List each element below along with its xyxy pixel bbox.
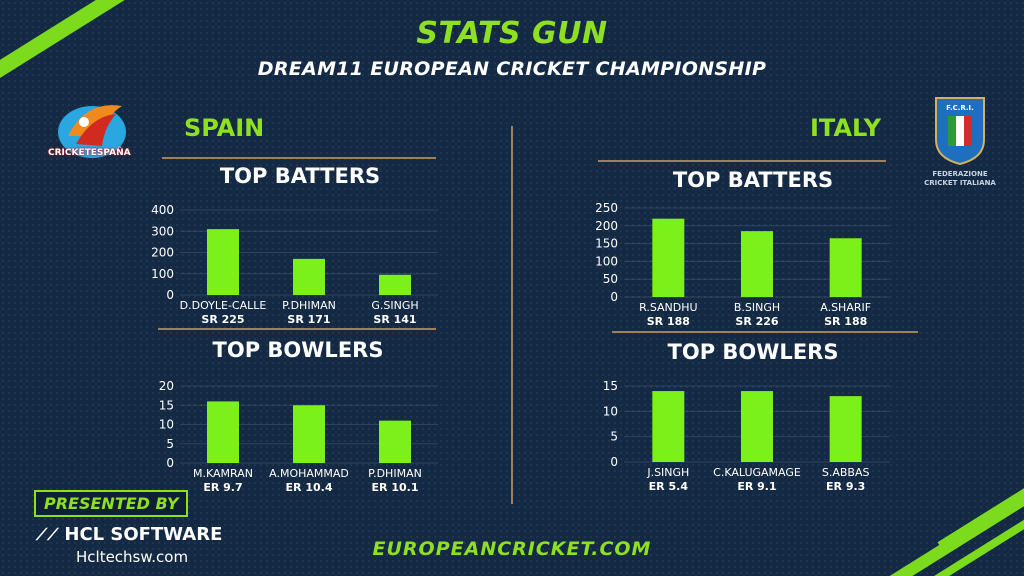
footer-url: EUROPEANCRICKET.COM: [372, 538, 652, 560]
x-category-label: S.ABBAS: [822, 466, 870, 479]
sponsor-name-text: HCL SOFTWARE: [64, 524, 223, 545]
x-category-label: P.DHIMAN: [368, 467, 422, 480]
x-sublabel: ER 10.1: [372, 481, 419, 494]
y-tick-label: 200: [151, 246, 174, 260]
bar: [207, 229, 239, 295]
x-category-label: D.DOYLE-CALLE: [180, 299, 267, 312]
divider-spain-top: [162, 157, 436, 159]
presented-by-label: PRESENTED BY: [34, 490, 189, 517]
section-title-italy-batters: TOP BATTERS: [672, 168, 834, 192]
fcri-logo-text-line-2: CRICKET ITALIANA: [924, 179, 996, 187]
y-tick-label: 250: [595, 201, 618, 215]
y-tick-label: 400: [151, 203, 174, 217]
team-name-spain: SPAIN: [184, 114, 265, 142]
y-tick-label: 200: [595, 219, 618, 233]
bar: [829, 238, 862, 297]
y-tick-label: 0: [610, 455, 618, 469]
y-tick-label: 100: [595, 254, 618, 268]
x-sublabel: SR 171: [287, 313, 330, 326]
bar: [829, 396, 862, 462]
cricket-espana-logo: [58, 105, 126, 158]
bar: [741, 391, 773, 462]
y-tick-label: 300: [151, 224, 174, 238]
bar: [293, 258, 325, 295]
page-title: STATS GUN: [416, 16, 608, 51]
y-tick-label: 0: [610, 290, 618, 304]
y-tick-label: 5: [166, 437, 174, 451]
cricket-espana-logo-text: CRICKETESPAÑA: [48, 148, 131, 158]
divider-spain-middle: [158, 328, 436, 330]
fcri-logo-text-line-1: FEDERAZIONE: [932, 170, 988, 178]
x-sublabel: ER 9.3: [826, 480, 865, 493]
x-category-label: C.KALUGAMAGE: [713, 466, 801, 479]
x-category-label: A.SHARIF: [820, 301, 871, 314]
x-category-label: G.SINGH: [371, 299, 418, 312]
y-tick-label: 100: [151, 267, 174, 281]
x-sublabel: SR 226: [735, 315, 779, 328]
y-tick-label: 15: [603, 379, 618, 393]
y-tick-label: 0: [166, 456, 174, 470]
y-tick-label: 50: [603, 272, 618, 286]
x-sublabel: SR 141: [373, 313, 416, 326]
x-category-label: B.SINGH: [734, 301, 780, 314]
x-sublabel: ER 9.7: [203, 481, 242, 494]
x-category-label: A.MOHAMMAD: [269, 467, 349, 480]
x-category-label: M.KAMRAN: [193, 467, 253, 480]
bar: [207, 401, 239, 463]
bar: [652, 391, 685, 462]
x-sublabel: SR 188: [824, 315, 867, 328]
bar: [293, 405, 325, 463]
y-tick-label: 5: [610, 430, 618, 444]
divider-italy-top: [598, 160, 886, 162]
y-tick-label: 10: [603, 404, 618, 418]
divider-italy-middle: [612, 331, 918, 333]
sponsor-name: ⟋⟋ HCL SOFTWARE: [36, 524, 222, 545]
section-title-spain-batters: TOP BATTERS: [219, 164, 381, 188]
y-tick-label: 20: [159, 379, 174, 393]
fcri-logo-text: FEDERAZIONE CRICKET ITALIANA: [912, 170, 1008, 188]
bar: [741, 231, 773, 297]
sponsor-site: Hcltechsw.com: [76, 548, 189, 566]
x-category-label: J.SINGH: [646, 466, 689, 479]
section-title-italy-bowlers: TOP BOWLERS: [667, 340, 839, 364]
fcri-logo: F.C.R.I.: [935, 97, 985, 166]
x-sublabel: ER 9.1: [737, 480, 776, 493]
hcl-logo-icon: ⟋⟋: [36, 525, 59, 544]
x-sublabel: ER 5.4: [649, 480, 689, 493]
y-tick-label: 150: [595, 237, 618, 251]
page-subtitle: DREAM11 EUROPEAN CRICKET CHAMPIONSHIP: [257, 58, 767, 80]
bar: [379, 274, 411, 295]
y-tick-label: 10: [159, 418, 174, 432]
bar: [379, 420, 411, 463]
x-sublabel: ER 10.4: [286, 481, 333, 494]
y-tick-label: 0: [166, 288, 174, 302]
x-sublabel: SR 188: [647, 315, 690, 328]
x-sublabel: SR 225: [201, 313, 244, 326]
fcri-badge-text: F.C.R.I.: [946, 104, 974, 112]
x-category-label: P.DHIMAN: [282, 299, 336, 312]
bar: [652, 218, 685, 297]
x-category-label: R.SANDHU: [639, 301, 697, 314]
y-tick-label: 15: [159, 398, 174, 412]
divider-vertical-center: [511, 126, 513, 504]
team-name-italy: ITALY: [810, 114, 881, 142]
section-title-spain-bowlers: TOP BOWLERS: [212, 338, 384, 362]
